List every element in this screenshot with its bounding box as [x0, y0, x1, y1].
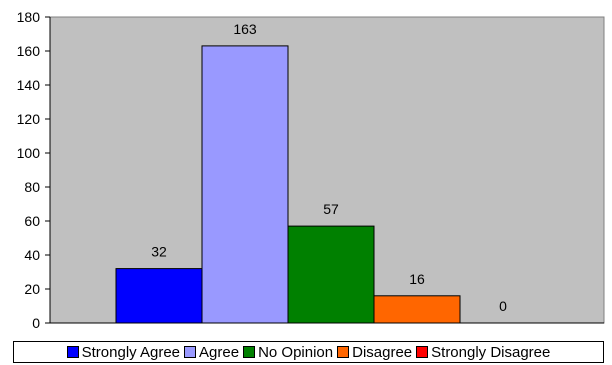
- legend: Strongly Agree Agree No Opinion Disagree Str…: [13, 341, 604, 363]
- legend-swatch: [243, 346, 256, 358]
- legend-swatch: [416, 346, 429, 358]
- legend-item: Disagree: [337, 344, 412, 361]
- legend-label: Strongly Disagree: [431, 343, 551, 361]
- y-tick-label: 120: [17, 111, 41, 127]
- y-tick-label: 180: [17, 9, 41, 25]
- y-tick-label: 0: [32, 315, 40, 331]
- data-labels: 32 163 57 16 0: [151, 21, 507, 314]
- legend-swatch: [66, 346, 79, 358]
- legend-label: Strongly Agree: [81, 343, 181, 361]
- y-tick-label: 40: [24, 247, 40, 263]
- legend-label: No Opinion: [258, 343, 334, 361]
- legend-item: Agree: [184, 344, 239, 361]
- y-tick-label: 140: [17, 77, 41, 93]
- bar-strongly-agree: [115, 268, 203, 324]
- legend-swatch: [184, 346, 197, 358]
- bar-disagree: [373, 295, 461, 324]
- data-label: 57: [323, 201, 339, 217]
- y-tick-label: 160: [17, 43, 41, 59]
- y-axis-ticks: 0 20 40 60 80 100 120 140 160 180: [17, 9, 50, 331]
- legend-item: Strongly Disagree: [416, 344, 550, 361]
- legend-label: Agree: [199, 343, 240, 361]
- legend-item: Strongly Agree: [66, 343, 181, 361]
- bars: [115, 45, 461, 324]
- y-tick-label: 20: [24, 281, 40, 297]
- y-tick-label: 100: [17, 145, 41, 161]
- data-label: 32: [151, 244, 167, 260]
- legend-swatch: [337, 346, 350, 358]
- y-tick-label: 60: [24, 213, 40, 229]
- legend-label: Disagree: [352, 343, 413, 361]
- y-tick-label: 80: [24, 179, 40, 195]
- data-label: 0: [499, 298, 507, 314]
- bar-agree: [201, 45, 289, 324]
- bar-no-opinion: [287, 225, 375, 324]
- data-label: 163: [233, 21, 257, 37]
- data-label: 16: [409, 271, 425, 287]
- legend-item: No Opinion: [243, 344, 333, 361]
